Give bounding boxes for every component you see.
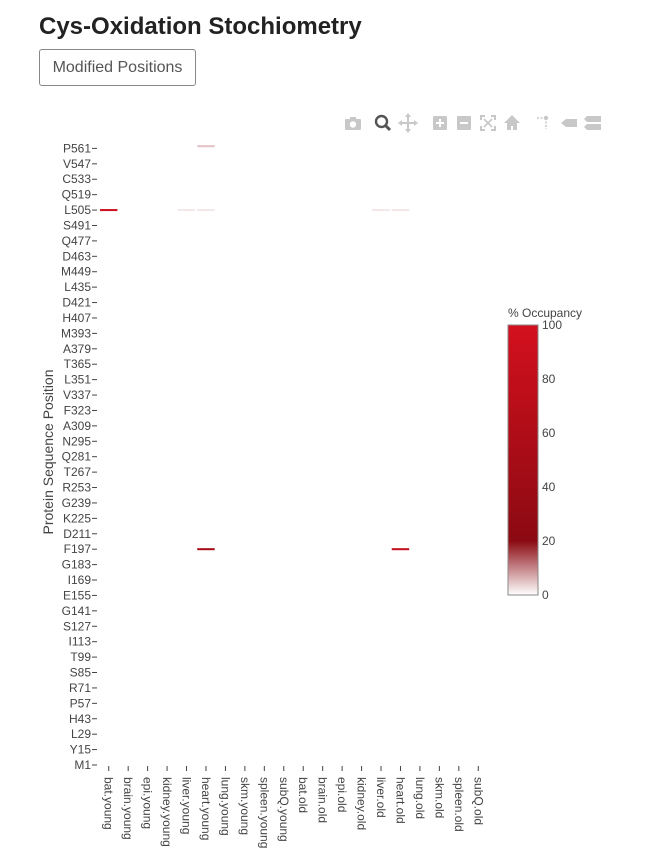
zoom-icon[interactable] (373, 112, 393, 134)
colorbar-tick-label: 100 (542, 318, 562, 332)
x-tick-label: bat.young (102, 777, 116, 830)
y-tick-label: N295 (62, 434, 91, 448)
x-tick-label: skm.old (432, 777, 446, 818)
heatmap-plot-area[interactable] (99, 144, 488, 765)
colorbar-title: % Occupancy (508, 306, 582, 320)
y-tick-label: D421 (62, 296, 91, 310)
autoscale-icon[interactable] (478, 112, 498, 134)
x-tick-label: subQ.young (277, 777, 291, 842)
hover-closest-icon[interactable] (559, 112, 579, 134)
x-tick-label: lung.old (413, 777, 427, 819)
y-tick-label: A309 (63, 419, 91, 433)
y-tick-label: L29 (71, 727, 91, 741)
colorbar-tick-label: 60 (542, 426, 556, 440)
y-tick-label: P561 (63, 141, 91, 155)
y-tick-label: A379 (63, 342, 91, 356)
hover-compare-icon[interactable] (583, 112, 603, 134)
heatmap-cell[interactable] (197, 145, 215, 148)
y-tick-label: H407 (62, 311, 91, 325)
x-axis-ticks: bat.young brain.young epi.young kidney.youn… (102, 766, 485, 848)
x-tick-label: lung.young (218, 777, 232, 836)
page-title: Cys-Oxidation Stochiometry (39, 13, 362, 40)
y-tick-label: K225 (63, 511, 91, 525)
y-tick-label: M393 (61, 326, 91, 340)
y-tick-label: L351 (64, 373, 91, 387)
y-tick-label: H43 (69, 712, 91, 726)
x-tick-label: liver.young (180, 777, 194, 834)
plot-modebar (340, 112, 610, 134)
x-tick-label: bat.old (296, 777, 310, 813)
y-tick-label: E155 (63, 588, 91, 602)
heatmap-cell[interactable] (197, 209, 215, 212)
y-tick-label: V547 (63, 157, 91, 171)
x-tick-label: spleen.old (452, 777, 466, 832)
x-tick-label: brain.old (316, 777, 330, 823)
colorbar-tick-label: 80 (542, 372, 556, 386)
pan-icon[interactable] (398, 112, 418, 134)
y-tick-label: T365 (64, 357, 92, 371)
y-tick-label: D211 (63, 527, 91, 541)
y-tick-label: M1 (74, 758, 91, 772)
y-tick-label: R71 (69, 681, 91, 695)
colorbar-tick-label: 40 (542, 480, 556, 494)
x-tick-label: liver.old (374, 777, 388, 818)
y-tick-label: T99 (70, 650, 91, 664)
zoom-out-icon[interactable] (454, 112, 474, 134)
zoom-in-icon[interactable] (430, 112, 450, 134)
y-tick-label: S127 (63, 619, 91, 633)
modified-positions-button[interactable]: Modified Positions (39, 49, 196, 86)
y-tick-label: F323 (64, 403, 92, 417)
heatmap-cell[interactable] (391, 548, 410, 551)
x-tick-label: spleen.young (257, 777, 271, 848)
y-tick-label: I169 (68, 573, 92, 587)
y-tick-label: M449 (61, 265, 91, 279)
heatmap-cell[interactable] (372, 209, 390, 212)
x-tick-label: brain.young (121, 777, 135, 840)
y-tick-label: I113 (69, 635, 92, 649)
y-tick-label: Q477 (62, 234, 92, 248)
y-tick-label: P57 (70, 696, 92, 710)
home-icon[interactable] (502, 112, 522, 134)
y-tick-label: L505 (64, 203, 91, 217)
x-tick-label: heart.young (199, 777, 213, 840)
heatmap-cell[interactable] (100, 209, 118, 212)
y-tick-label: Y15 (70, 743, 92, 757)
heatmap-cell[interactable] (391, 209, 410, 212)
y-tick-label: Q519 (62, 188, 92, 202)
y-tick-label: D463 (62, 249, 91, 263)
y-tick-label: L435 (64, 280, 91, 294)
heatmap-cells (100, 145, 410, 551)
x-tick-label: subQ.old (471, 777, 485, 825)
y-tick-label: G239 (62, 496, 92, 510)
y-tick-label: S491 (63, 218, 91, 232)
colorbar-tick-label: 20 (542, 534, 556, 548)
heatmap-cell[interactable] (177, 209, 196, 212)
x-tick-label: heart.old (393, 777, 407, 824)
x-tick-label: kidney.young (160, 777, 174, 847)
y-tick-label: C533 (62, 172, 91, 186)
y-axis-title: Protein Sequence Position (40, 370, 56, 535)
colorbar-tick-label: 0 (542, 588, 549, 602)
x-tick-label: epi.old (335, 777, 349, 812)
y-tick-label: T267 (64, 465, 92, 479)
colorbar: % Occupancy 0 20 40 60 80 100 (507, 306, 582, 602)
x-tick-label: epi.young (141, 777, 155, 829)
x-tick-label: kidney.old (355, 777, 369, 830)
y-tick-label: S85 (70, 666, 92, 680)
y-tick-label: G183 (62, 558, 92, 572)
y-tick-label: V337 (63, 388, 91, 402)
y-tick-label: F197 (64, 542, 92, 556)
y-tick-label: R253 (62, 481, 91, 495)
colorbar-gradient (507, 324, 539, 596)
y-tick-label: G141 (62, 604, 92, 618)
camera-icon[interactable] (343, 112, 363, 134)
spike-lines-icon[interactable] (534, 112, 554, 134)
y-tick-label: Q281 (62, 450, 92, 464)
x-tick-label: skm.young (238, 777, 252, 835)
heatmap-cell[interactable] (197, 548, 215, 551)
